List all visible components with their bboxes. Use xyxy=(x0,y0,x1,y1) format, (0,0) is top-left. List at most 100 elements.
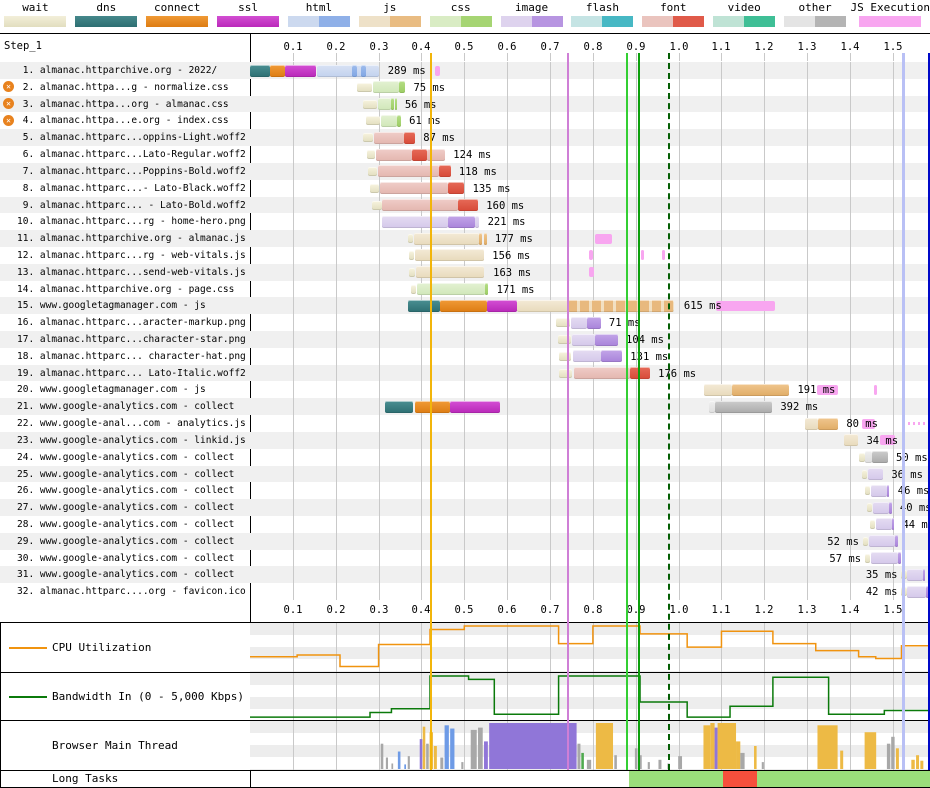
request-bar-segment-pnk[interactable] xyxy=(588,250,593,261)
request-bar-segment-csd[interactable] xyxy=(394,98,398,111)
request-bar-segment-dns[interactable] xyxy=(408,299,440,312)
request-bar-segment-csl[interactable] xyxy=(417,283,485,296)
request-bar-segment-jsl[interactable] xyxy=(414,232,480,245)
request-bar-segment-wait[interactable] xyxy=(362,99,378,109)
request-bar-segment-imd[interactable] xyxy=(595,333,618,346)
request-bar-segment-imd[interactable] xyxy=(448,215,475,228)
request-bar-segment-fnl[interactable] xyxy=(574,367,631,380)
request-bar-segment-jsl[interactable] xyxy=(805,417,818,430)
request-bar-segment-htd[interactable] xyxy=(352,64,358,77)
request-bar-segment-iml[interactable] xyxy=(475,215,480,228)
request-row-label[interactable]: 2. almanac.httpa...g - normalize.css xyxy=(17,81,229,93)
request-row-label[interactable]: 30. www.google-analytics.com - collect xyxy=(17,552,235,564)
request-bar-segment-ssl[interactable] xyxy=(450,400,500,413)
request-bar-segment-jsl[interactable] xyxy=(415,249,484,262)
request-bar-segment-con[interactable] xyxy=(415,400,451,413)
request-bar-segment-csl[interactable] xyxy=(381,114,398,127)
request-bar-segment-pnk[interactable] xyxy=(817,384,839,395)
request-bar-segment-fnl[interactable] xyxy=(376,148,413,161)
request-bar-segment-fnd[interactable] xyxy=(412,148,428,161)
request-row-label[interactable]: 29. www.google-analytics.com - collect xyxy=(17,535,235,547)
request-bar-segment-jsl[interactable] xyxy=(843,434,859,447)
request-bar-segment-csd[interactable] xyxy=(391,98,394,111)
request-bar-segment-iml[interactable] xyxy=(873,501,890,514)
request-bar-segment-wait[interactable] xyxy=(869,519,875,529)
request-row-label[interactable]: 28. www.google-analytics.com - collect xyxy=(17,518,235,530)
request-bar-segment-pnk[interactable] xyxy=(640,250,645,261)
request-bar-segment-imd[interactable] xyxy=(898,552,902,565)
request-bar-segment-iml[interactable] xyxy=(875,518,893,531)
request-bar-segment-csd[interactable] xyxy=(484,283,489,296)
request-bar-segment-fnd[interactable] xyxy=(403,131,415,144)
request-bar-segment-wait[interactable] xyxy=(357,82,373,92)
request-bar-segment-wait[interactable] xyxy=(370,183,380,193)
request-bar-segment-jsd[interactable] xyxy=(817,417,839,430)
request-bar-segment-jsl[interactable] xyxy=(516,299,568,312)
request-bar-segment-iml[interactable] xyxy=(907,585,927,598)
request-bar-segment-pnk[interactable] xyxy=(588,267,594,278)
request-bar-segment-wait[interactable] xyxy=(558,351,572,361)
request-bar-segment-wait[interactable] xyxy=(559,368,573,378)
request-bar-segment-jss[interactable] xyxy=(568,299,675,312)
request-row-label[interactable]: 18. almanac.httparc... character-hat.png xyxy=(17,350,246,362)
request-bar-segment-fnl[interactable] xyxy=(373,131,404,144)
request-row-label[interactable]: 27. www.google-analytics.com - collect xyxy=(17,502,235,514)
request-row-label[interactable]: 25. www.google-analytics.com - collect xyxy=(17,468,235,480)
request-bar-segment-wait[interactable] xyxy=(363,133,373,143)
request-bar-segment-jsd[interactable] xyxy=(479,232,483,245)
request-bar-segment-jsd[interactable] xyxy=(732,383,790,396)
request-row-label[interactable]: 24. www.google-analytics.com - collect xyxy=(17,451,235,463)
request-row-label[interactable]: 26. www.google-analytics.com - collect xyxy=(17,485,235,497)
request-bar-segment-pnk[interactable] xyxy=(862,418,875,429)
request-bar-segment-otl[interactable] xyxy=(865,451,873,464)
request-bar-segment-fnd[interactable] xyxy=(457,199,478,211)
request-bar-segment-wait[interactable] xyxy=(372,200,382,210)
request-row-label[interactable]: 9. almanac.httparc... - Lato-Bold.woff2 xyxy=(17,199,246,211)
request-row-label[interactable]: 7. almanac.httparc...Poppins-Bold.woff2 xyxy=(17,165,246,177)
request-bar-segment-fnl[interactable] xyxy=(377,165,439,178)
request-bar-segment-pnk[interactable] xyxy=(716,300,776,311)
request-bar-segment-iml[interactable] xyxy=(871,552,899,565)
request-bar-segment-htl[interactable] xyxy=(317,64,379,77)
request-row-label[interactable]: 20. www.googletagmanager.com - js xyxy=(17,384,206,396)
request-row-label[interactable]: 32. almanac.httparc....org - favicon.ico xyxy=(17,586,246,598)
request-row-label[interactable]: 3. almanac.httpa...org - almanac.css xyxy=(17,98,229,110)
request-row-label[interactable]: 12. almanac.httparc...rg - web-vitals.js xyxy=(17,249,246,261)
request-bar-segment-imd[interactable] xyxy=(922,568,926,581)
request-bar-segment-wait[interactable] xyxy=(365,116,381,126)
request-bar-segment-fnl[interactable] xyxy=(382,199,458,211)
request-bar-segment-csd[interactable] xyxy=(398,81,406,94)
request-bar-segment-pnk[interactable] xyxy=(435,65,440,76)
request-bar-segment-iml[interactable] xyxy=(381,215,448,228)
request-bar-segment-imd[interactable] xyxy=(892,518,895,531)
request-bar-segment-wait[interactable] xyxy=(865,486,871,496)
request-bar-segment-imd[interactable] xyxy=(887,484,890,497)
request-bar-segment-iml[interactable] xyxy=(571,316,587,329)
request-bar-segment-imd[interactable] xyxy=(889,501,892,514)
request-bar-segment-con[interactable] xyxy=(270,64,286,77)
request-bar-segment-otd[interactable] xyxy=(715,400,773,413)
request-bar-segment-csl[interactable] xyxy=(373,81,399,94)
request-row-label[interactable]: 11. almanac.httparchive.org - almanac.js xyxy=(17,233,246,245)
request-bar-segment-imd[interactable] xyxy=(601,350,622,363)
request-bar-segment-fnd[interactable] xyxy=(438,165,451,178)
request-bar-segment-iml[interactable] xyxy=(572,333,596,346)
request-bar-segment-csl[interactable] xyxy=(378,98,392,111)
request-row-label[interactable]: 15. www.googletagmanager.com - js xyxy=(17,300,206,312)
request-row-label[interactable]: 6. almanac.httparc...Lato-Regular.woff2 xyxy=(17,149,246,161)
request-bar-segment-csd[interactable] xyxy=(397,114,401,127)
request-bar-segment-pnk[interactable] xyxy=(880,435,896,446)
request-row-label[interactable]: 17. almanac.httparc...character-star.png xyxy=(17,334,246,345)
request-bar-segment-jsl[interactable] xyxy=(704,383,733,396)
request-bar-segment-wait[interactable] xyxy=(368,166,377,176)
request-bar-segment-ssl[interactable] xyxy=(487,299,517,312)
request-row-label[interactable]: 19. almanac.httparc... Lato-Italic.woff2 xyxy=(17,367,246,379)
request-bar-segment-wait[interactable] xyxy=(409,267,415,277)
request-bar-segment-otd[interactable] xyxy=(872,451,888,464)
request-row-label[interactable]: 23. www.google-analytics.com - linkid.js xyxy=(17,434,246,446)
request-row-label[interactable]: 13. almanac.httparc...send-web-vitals.js xyxy=(17,266,246,278)
request-bar-segment-wait[interactable] xyxy=(410,284,417,294)
request-bar-segment-wait[interactable] xyxy=(366,150,376,160)
request-bar-segment-iml[interactable] xyxy=(868,468,884,480)
request-row-label[interactable]: 10. almanac.httparc...rg - home-hero.png xyxy=(17,216,246,228)
